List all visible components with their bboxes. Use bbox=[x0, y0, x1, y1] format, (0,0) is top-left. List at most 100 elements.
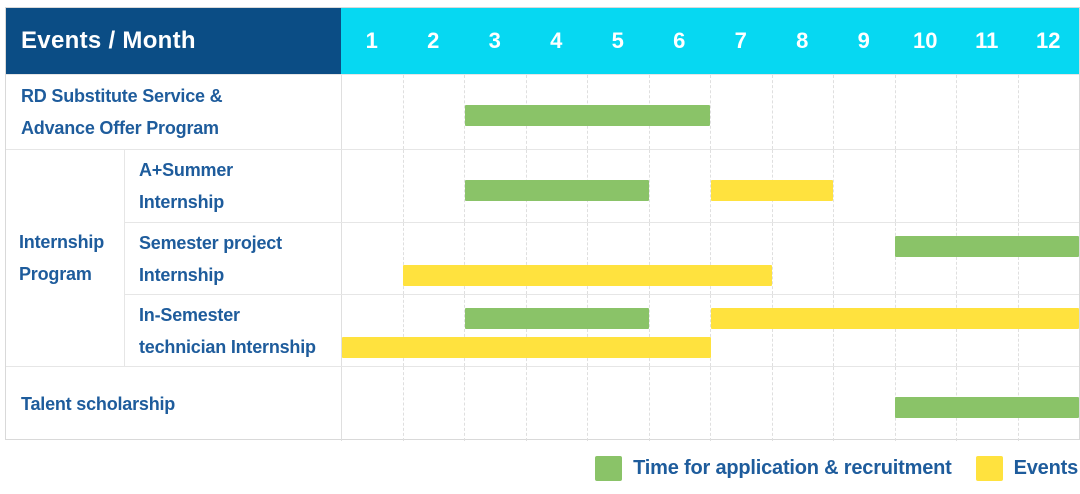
bar-green-months-10-12 bbox=[894, 397, 1079, 418]
row-rd-substitute-service: RD Substitute Service & Advance Offer Pro… bbox=[6, 74, 1079, 149]
row-label-line: Talent scholarship bbox=[21, 394, 176, 414]
month-column-1 bbox=[342, 75, 403, 149]
month-column-3 bbox=[464, 75, 526, 149]
row-label-a-plus-summer-internship: A+Summer Internship bbox=[124, 150, 341, 222]
row-label-line: Internship bbox=[139, 264, 225, 285]
bar-yellow-months-7-12 bbox=[710, 308, 1079, 330]
month-label-10: 10 bbox=[913, 28, 938, 53]
month-column-11 bbox=[956, 295, 1018, 367]
month-label-9: 9 bbox=[857, 28, 870, 53]
month-column-6 bbox=[648, 367, 711, 441]
row-label-line: In-Semester bbox=[139, 304, 240, 325]
bar-yellow-months-7-8 bbox=[710, 180, 834, 201]
month-column-10 bbox=[894, 150, 957, 222]
month-column-8 bbox=[771, 75, 834, 149]
month-label-4: 4 bbox=[550, 28, 563, 53]
chart-cell-a-plus-summer-internship bbox=[341, 150, 1079, 222]
month-gridlines bbox=[342, 75, 1079, 149]
row-talent-scholarship: Talent scholarship bbox=[6, 366, 1079, 441]
month-column-5 bbox=[587, 367, 649, 441]
row-label-line: technician Internship bbox=[139, 336, 316, 357]
month-label-5: 5 bbox=[611, 28, 624, 53]
month-column-9 bbox=[833, 150, 895, 222]
month-label-12: 12 bbox=[1036, 28, 1061, 53]
row-label-talent-scholarship: Talent scholarship bbox=[6, 367, 341, 441]
group-label-line: Program bbox=[19, 264, 92, 284]
legend-swatch-yellow bbox=[975, 456, 1003, 481]
group-subrows-internship-program: A+Summer Internship Semester project Intern… bbox=[124, 150, 1080, 367]
row-label-line: Internship bbox=[139, 191, 225, 212]
bar-green-months-3-6 bbox=[464, 105, 711, 126]
month-label-6: 6 bbox=[673, 28, 686, 53]
month-header-strip: 1 2 3 4 5 6 7 8 9 10 11 12 bbox=[341, 8, 1079, 74]
month-column-3 bbox=[464, 367, 526, 441]
month-column-11 bbox=[956, 222, 1018, 295]
month-column-1 bbox=[342, 367, 403, 441]
month-column-12 bbox=[1017, 222, 1080, 295]
group-row-internship-program: Internship Program A+Summer Internship Semes… bbox=[6, 149, 1080, 367]
row-label-line: Advance Offer Program bbox=[21, 118, 219, 138]
legend-swatch-green bbox=[595, 456, 623, 481]
month-column-8 bbox=[771, 222, 834, 295]
month-column-9 bbox=[833, 295, 895, 367]
legend-item-yellow: Events bbox=[975, 456, 1079, 481]
month-label-1: 1 bbox=[365, 28, 378, 53]
month-column-3 bbox=[464, 295, 526, 367]
month-column-9 bbox=[833, 75, 895, 149]
legend: Time for application & recruitment Events bbox=[595, 456, 1078, 481]
month-column-2 bbox=[402, 222, 465, 295]
month-column-4 bbox=[525, 222, 588, 295]
month-label-7: 7 bbox=[734, 28, 747, 53]
month-column-2 bbox=[402, 75, 465, 149]
group-label-internship-program: Internship Program bbox=[6, 150, 124, 366]
month-column-6 bbox=[648, 295, 711, 367]
month-column-2 bbox=[402, 367, 465, 441]
month-column-8 bbox=[771, 295, 834, 367]
month-column-6 bbox=[648, 150, 711, 222]
row-semester-project-internship: Semester project Internship bbox=[124, 221, 1080, 295]
month-column-2 bbox=[402, 150, 465, 222]
legend-item-green: Time for application & recruitment bbox=[595, 456, 952, 481]
month-column-10 bbox=[894, 222, 957, 295]
month-column-12 bbox=[1017, 75, 1080, 149]
month-column-7 bbox=[710, 222, 772, 295]
month-column-5 bbox=[587, 222, 649, 295]
month-column-11 bbox=[956, 75, 1018, 149]
bar-yellow-months-1-6 bbox=[342, 337, 711, 359]
table-title: Events / Month bbox=[21, 27, 196, 54]
month-column-8 bbox=[771, 367, 834, 441]
month-column-2 bbox=[402, 295, 465, 367]
month-gridlines bbox=[342, 295, 1079, 367]
month-column-4 bbox=[525, 295, 588, 367]
row-label-line: A+Summer bbox=[139, 159, 233, 180]
bar-green-months-3-5 bbox=[464, 308, 650, 330]
bar-green-months-10-12 bbox=[894, 235, 1079, 257]
month-column-3 bbox=[464, 222, 526, 295]
group-label-line: Internship bbox=[19, 232, 105, 252]
month-column-7 bbox=[710, 295, 772, 367]
month-column-7 bbox=[710, 367, 772, 441]
month-column-3 bbox=[464, 150, 526, 222]
month-column-1 bbox=[342, 223, 403, 295]
row-label-in-semester-technician-internship: In-Semester technician Internship bbox=[124, 295, 341, 367]
month-column-7 bbox=[710, 150, 772, 222]
month-column-9 bbox=[833, 367, 895, 441]
month-column-7 bbox=[710, 75, 772, 149]
chart-cell-in-semester-technician-internship bbox=[341, 295, 1079, 367]
row-label-semester-project-internship: Semester project Internship bbox=[124, 222, 341, 295]
table-body: RD Substitute Service & Advance Offer Pro… bbox=[6, 74, 1079, 441]
legend-label: Events bbox=[1013, 457, 1079, 479]
month-label-8: 8 bbox=[796, 28, 809, 53]
row-in-semester-technician-internship: In-Semester technician Internship bbox=[124, 294, 1079, 367]
bar-green-months-3-5 bbox=[464, 180, 650, 201]
month-column-10 bbox=[894, 295, 957, 367]
chart-cell-talent-scholarship bbox=[341, 367, 1079, 441]
month-column-1 bbox=[342, 150, 403, 222]
month-column-12 bbox=[1017, 150, 1080, 222]
legend-label: Time for application & recruitment bbox=[633, 457, 952, 479]
month-label-3: 3 bbox=[488, 28, 501, 53]
month-column-10 bbox=[894, 75, 957, 149]
row-label-rd-substitute-service: RD Substitute Service & Advance Offer Pro… bbox=[6, 75, 341, 149]
table-header-row: Events / Month 1 2 3 4 5 6 7 8 9 10 11 12 bbox=[6, 8, 1079, 74]
row-label-line: RD Substitute Service & bbox=[21, 86, 223, 106]
